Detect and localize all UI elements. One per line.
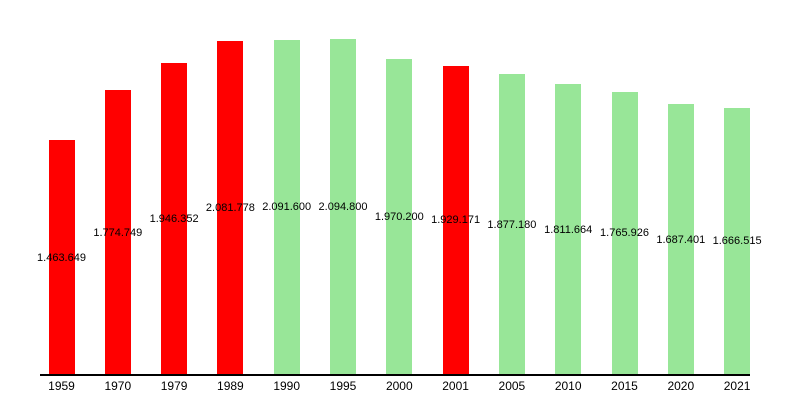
- bar-value-label-2010: 1.811.664: [544, 223, 593, 236]
- bar-value-label-1959: 1.463.649: [37, 251, 86, 264]
- x-axis-tick-label-1979: 1979: [160, 379, 188, 393]
- x-axis-tick-label-2021: 2021: [723, 379, 751, 393]
- bar-2005: [498, 73, 525, 375]
- x-axis-tick-label-1970: 1970: [104, 379, 132, 393]
- x-axis-tick-label-1995: 1995: [329, 379, 357, 393]
- bar-2010: [555, 84, 582, 375]
- bar-value-label-2000: 1.970.200: [374, 211, 424, 223]
- bar-value-label-1989: 2.081.778: [205, 202, 255, 214]
- bar-value-label-2015: 1.765.926: [600, 227, 649, 240]
- bar-2000: [386, 59, 413, 375]
- bar-2020: [667, 104, 694, 375]
- bar-2021: [724, 107, 751, 375]
- x-axis-tick-label-2015: 2015: [611, 379, 638, 393]
- bar-value-label-2021: 1.666.515: [712, 235, 762, 248]
- bar-value-label-1970: 1.774.749: [93, 226, 143, 239]
- x-axis-tick-label-1989: 1989: [217, 379, 244, 393]
- x-axis-tick-label-1990: 1990: [273, 379, 301, 393]
- x-axis-tick-label-2005: 2005: [498, 379, 526, 393]
- x-axis-tick-label-2010: 2010: [554, 379, 582, 393]
- bar-2015: [611, 91, 638, 375]
- bar-1995: [330, 39, 356, 375]
- bar-1989: [217, 41, 244, 375]
- bar-1979: [161, 62, 188, 375]
- x-axis-tick-label-1959: 1959: [48, 379, 75, 393]
- x-axis-tick-label-2000: 2000: [385, 379, 413, 393]
- bar-1970: [104, 90, 131, 375]
- bar-value-label-1979: 1.946.352: [149, 212, 199, 225]
- bar-1959: [48, 140, 75, 375]
- bar-value-label-1990: 2.091.600: [262, 201, 312, 214]
- bar-value-label-2005: 1.877.180: [487, 218, 537, 231]
- bar-2001: [442, 65, 469, 375]
- x-axis-tick-label-2001: 2001: [442, 379, 469, 393]
- x-axis-tick-label-2020: 2020: [667, 379, 695, 393]
- x-axis-line: [40, 374, 750, 376]
- bar-value-label-2001: 1.929.171: [431, 214, 481, 227]
- bar-1990: [273, 39, 300, 375]
- bar-value-label-1995: 2.094.800: [318, 201, 368, 213]
- bar-value-label-2020: 1.687.401: [656, 233, 706, 246]
